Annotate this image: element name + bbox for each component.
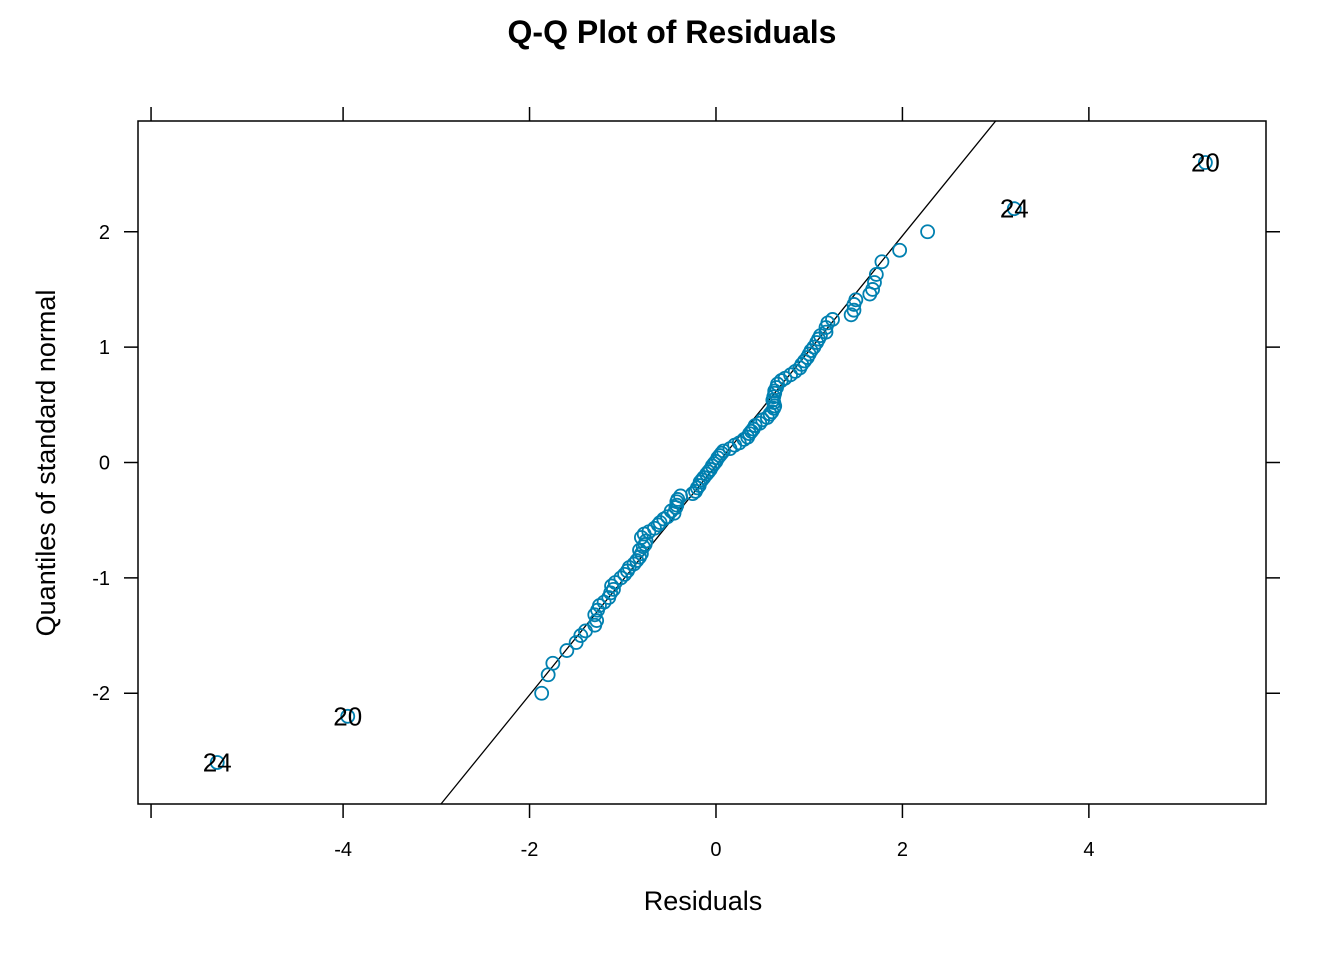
data-point bbox=[867, 275, 882, 290]
x-tick-label: -2 bbox=[521, 839, 539, 861]
data-point bbox=[638, 533, 654, 549]
data-point bbox=[874, 254, 890, 270]
y-tick-label: 0 bbox=[99, 453, 110, 475]
y-tick-label: -2 bbox=[92, 683, 110, 705]
data-point bbox=[592, 598, 607, 613]
data-point bbox=[573, 628, 589, 643]
data-point bbox=[892, 242, 908, 258]
data-point bbox=[820, 315, 836, 331]
data-point bbox=[589, 613, 605, 628]
data-point bbox=[545, 655, 561, 671]
data-point bbox=[714, 445, 729, 461]
data-point bbox=[716, 443, 731, 459]
y-tick-label: 2 bbox=[99, 222, 110, 244]
plot-frame bbox=[137, 120, 1267, 805]
outlier-label: 24 bbox=[203, 747, 232, 777]
outlier-label: 20 bbox=[1191, 148, 1220, 178]
outlier-label: 20 bbox=[333, 701, 362, 731]
outlier-point bbox=[1198, 155, 1213, 170]
data-point bbox=[783, 367, 798, 383]
x-axis-title: Residuals bbox=[644, 886, 763, 916]
point-labels: 24 20 24 20 bbox=[203, 148, 1220, 778]
outlier-point bbox=[1006, 201, 1022, 217]
y-axis-title: Quantiles of standard normal bbox=[31, 290, 61, 637]
data-point bbox=[534, 685, 550, 701]
data-point bbox=[818, 324, 834, 340]
data-point bbox=[712, 448, 728, 463]
outlier-point bbox=[209, 755, 225, 770]
x-tick-label: -4 bbox=[334, 839, 352, 861]
data-points bbox=[534, 224, 935, 701]
data-point bbox=[604, 578, 619, 594]
x-tick-label: 2 bbox=[897, 839, 908, 861]
x-tick-label: 0 bbox=[710, 839, 721, 861]
data-point bbox=[920, 224, 935, 240]
outlier-label: 24 bbox=[1000, 194, 1029, 224]
chart-title: Q-Q Plot of Residuals bbox=[508, 14, 837, 50]
data-point bbox=[846, 302, 862, 318]
data-point bbox=[868, 267, 884, 282]
data-point bbox=[848, 292, 864, 308]
y-tick-label: -1 bbox=[92, 568, 110, 590]
x-tick-label: 4 bbox=[1083, 839, 1094, 861]
outlier-point bbox=[340, 708, 356, 724]
data-point bbox=[865, 282, 880, 297]
data-point bbox=[559, 643, 575, 658]
y-tick-label: 1 bbox=[99, 337, 110, 359]
data-point bbox=[670, 492, 686, 507]
data-point bbox=[825, 312, 840, 327]
